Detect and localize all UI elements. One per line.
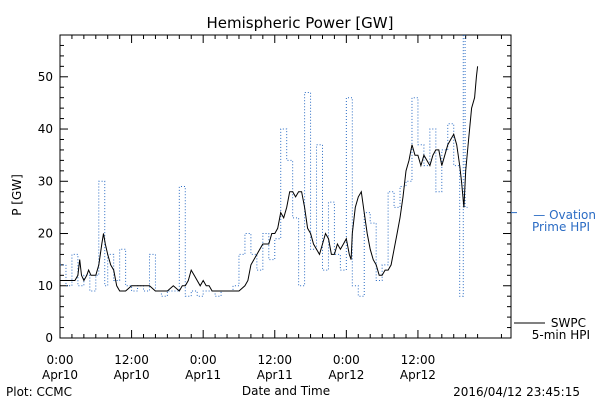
legend-ovation: — Ovation Prime HPI: [532, 208, 596, 234]
y-axis: 0 10 20 30 40 50: [38, 44, 511, 345]
x-axis: 0:00Apr1012:00Apr100:00Apr1112:00Apr110:…: [42, 35, 502, 382]
y-tick-label: 50: [38, 70, 53, 84]
x-tick-time: 0:00: [47, 353, 74, 367]
x-tick-date: Apr10: [42, 368, 78, 382]
series-ovation-prime-hpi: [60, 34, 468, 297]
x-tick-time: 12:00: [401, 353, 436, 367]
x-tick-date: Apr12: [400, 368, 436, 382]
plot-frame: [59, 34, 512, 339]
x-tick-date: Apr10: [114, 368, 150, 382]
legend-swpc: SWPC 5-min HPI: [514, 316, 590, 342]
x-tick-time: 0:00: [190, 353, 217, 367]
legend-swpc-line2: 5-min HPI: [532, 328, 590, 342]
legend-ovation-line1: — Ovation: [533, 208, 596, 222]
y-tick-label: 40: [38, 122, 53, 136]
legend-ovation-line2: Prime HPI: [532, 220, 590, 234]
x-axis-label: Date and Time: [242, 384, 330, 398]
x-tick-date: Apr11: [185, 368, 221, 382]
plot-credit: Plot: CCMC: [6, 385, 72, 399]
timestamp: 2016/04/12 23:45:15: [453, 385, 580, 399]
series-layer: [60, 34, 517, 297]
series-swpc-5min-hpi: [60, 66, 479, 292]
chart-title: Hemispheric Power [GW]: [207, 14, 394, 32]
x-tick-date: Apr11: [257, 368, 293, 382]
x-tick-time: 12:00: [257, 353, 292, 367]
x-tick-date: Apr12: [328, 368, 364, 382]
legend-swpc-line1: SWPC: [551, 316, 586, 330]
y-tick-label: 30: [38, 174, 53, 188]
y-axis-label: P [GW]: [10, 174, 24, 216]
y-tick-label: 0: [45, 331, 53, 345]
x-tick-time: 12:00: [114, 353, 149, 367]
x-tick-time: 0:00: [333, 353, 360, 367]
y-tick-label: 20: [38, 227, 53, 241]
y-tick-label: 10: [38, 279, 53, 293]
